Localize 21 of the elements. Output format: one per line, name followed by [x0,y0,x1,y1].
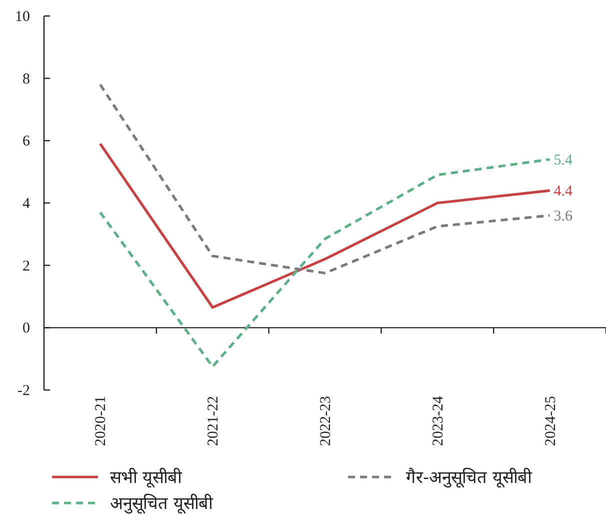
data-label: 3.6 [554,208,574,224]
legend-label: गैर-अनुसूचित यूसीबी [406,467,533,488]
legend-label: अनुसूचित यूसीबी [110,493,214,514]
y-tick-label: 0 [22,320,30,337]
line-series [98,158,552,368]
y-tick-label: 6 [22,134,30,150]
x-tick-label: 2024-25 [542,396,559,446]
data-label: 4.4 [554,184,574,200]
x-tick-label: 2020-21 [93,396,110,446]
y-tick-label: 8 [22,71,30,88]
x-tick-label: 2022-23 [318,396,334,446]
legend-label: सभी यूसीबी [110,467,182,488]
y-tick-label: 2 [22,258,30,274]
x-tick-label: 2021-22 [206,396,222,446]
x-tick-label: 2023-24 [430,396,446,446]
y-tick-label: 10 [15,9,30,25]
line-series [98,142,552,309]
y-tick-label: 4 [22,196,30,212]
line-series [98,83,552,274]
y-tick-label: -2 [18,383,30,399]
data-label: 5.4 [554,152,574,168]
